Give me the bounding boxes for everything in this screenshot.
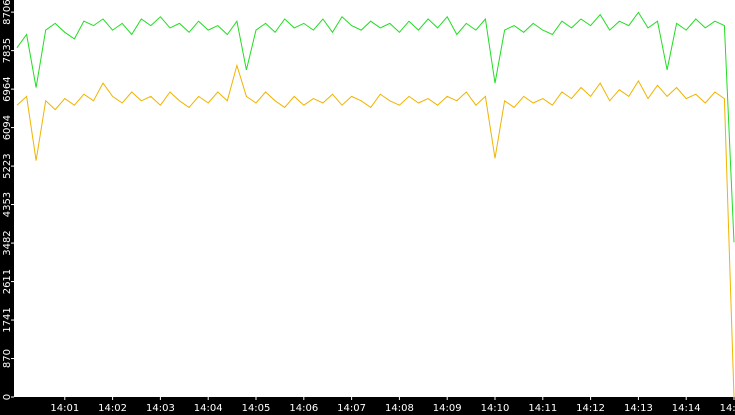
x-tick-label: 14:10 bbox=[481, 403, 510, 414]
y-tick-label: 8706 bbox=[2, 0, 13, 25]
x-tick-label: 14:02 bbox=[98, 403, 127, 414]
y-tick-label: 7835 bbox=[2, 38, 13, 63]
plot-area bbox=[14, 0, 735, 397]
y-tick-label: 870 bbox=[2, 349, 13, 368]
x-tick-label: 14:04 bbox=[194, 403, 223, 414]
y-tick-label: 5223 bbox=[2, 153, 13, 178]
y-tick-label: 2611 bbox=[2, 269, 13, 294]
y-tick-label: 6094 bbox=[2, 115, 13, 140]
y-tick-label: 1741 bbox=[2, 307, 13, 332]
y-tick-label: 4353 bbox=[2, 192, 13, 217]
y-tick-label: 0 bbox=[2, 394, 13, 400]
y-tick-label: 3482 bbox=[2, 230, 13, 255]
series-line bbox=[16, 11, 735, 243]
y-tick-label: 6964 bbox=[2, 76, 13, 101]
series-line bbox=[16, 63, 735, 398]
x-tick-label: 14:12 bbox=[576, 403, 605, 414]
x-tick-label: 14:11 bbox=[528, 403, 557, 414]
x-tick-label: 14:09 bbox=[433, 403, 462, 414]
x-tick-label: 14:01 bbox=[50, 403, 79, 414]
x-tick-label: 14:07 bbox=[337, 403, 366, 414]
x-tick-label: 14:14 bbox=[672, 403, 701, 414]
x-tick-label: 14:08 bbox=[385, 403, 414, 414]
x-tick-label: 14:03 bbox=[146, 403, 175, 414]
x-tick-label: 14:13 bbox=[624, 403, 653, 414]
x-tick-label: 14:06 bbox=[289, 403, 318, 414]
x-tick-label: 14:05 bbox=[242, 403, 271, 414]
x-tick-label: 14:15 bbox=[720, 403, 735, 414]
